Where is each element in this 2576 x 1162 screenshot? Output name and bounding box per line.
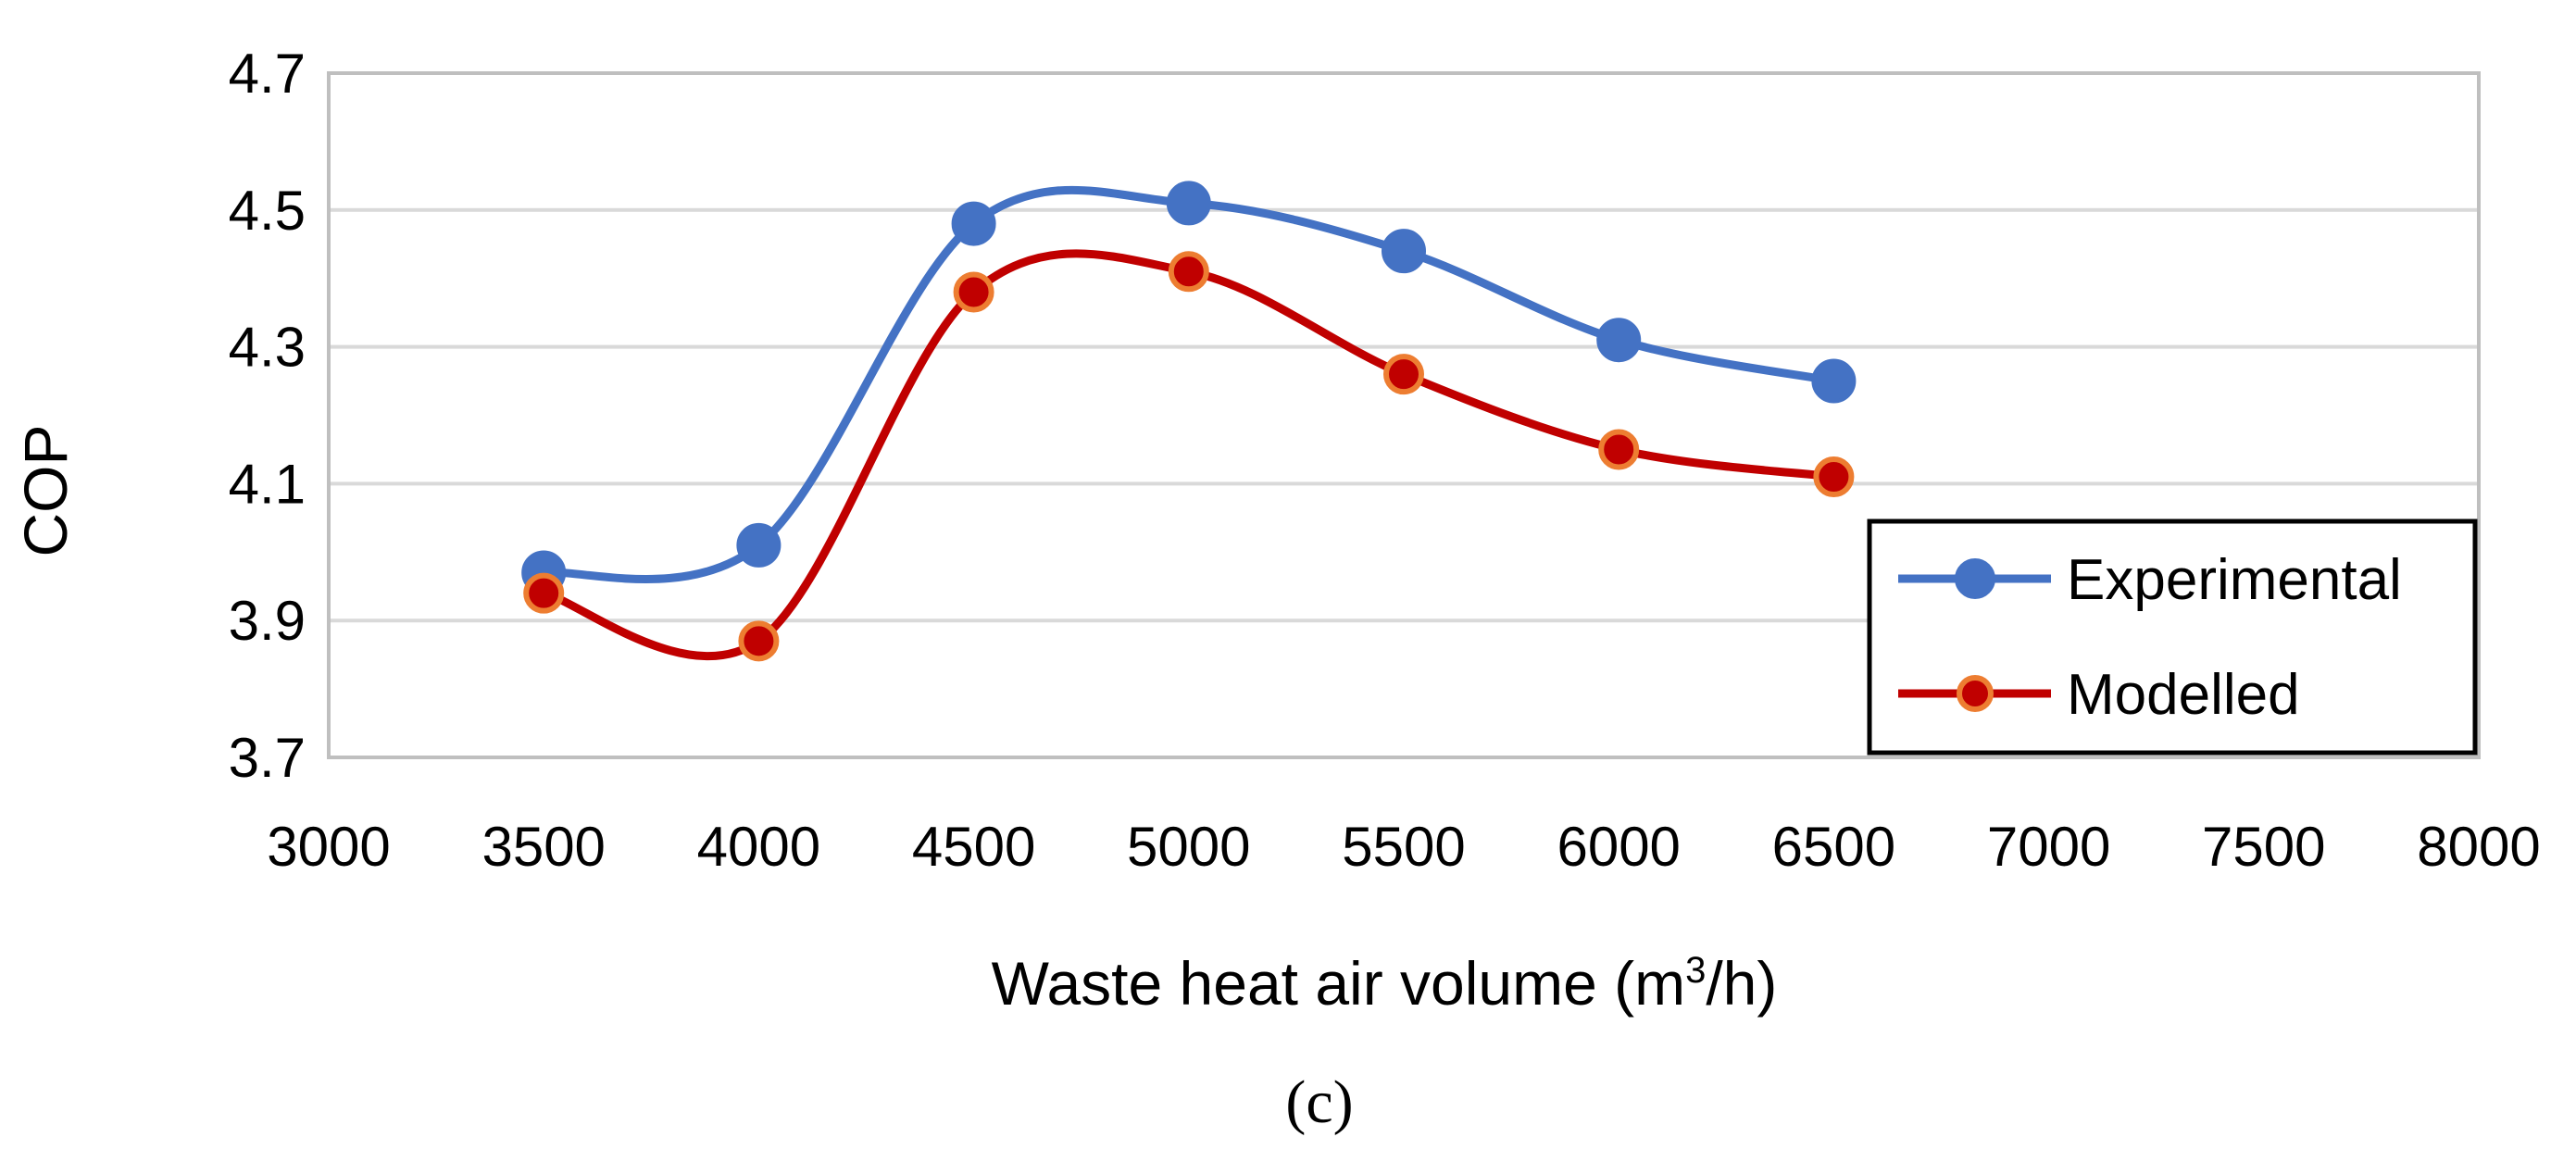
x-tick-labels: 3000 3500 4000 4500 5000 5500 6000 6500 7000 7500… (267, 816, 2540, 878)
y-tick-label: 3.7 (229, 727, 306, 789)
data-point-modelled (1383, 354, 1424, 395)
x-tick-label: 4000 (697, 816, 820, 878)
x-tick-label: 4500 (912, 816, 1035, 878)
x-tick-label: 6000 (1557, 816, 1680, 878)
data-point-experimental (1382, 229, 1426, 274)
plot-frame (327, 71, 2481, 759)
legend-marker-experimental (1955, 558, 1995, 599)
data-point-modelled (953, 271, 994, 313)
data-point-modelled (1813, 456, 1855, 498)
legend-label-modelled: Modelled (2067, 663, 2300, 727)
legend-marker-modelled (1957, 675, 1994, 712)
data-point-modelled (523, 572, 565, 614)
x-tick-label: 8000 (2417, 816, 2540, 878)
data-point-modelled (1598, 429, 1640, 470)
data-point-experimental (1166, 181, 1211, 226)
x-axis-title: Waste heat air volume (m3/h) (992, 949, 1778, 1018)
data-point-experimental (1811, 358, 1857, 404)
x-tick-label: 3000 (267, 816, 390, 878)
y-tick-label: 4.1 (229, 453, 306, 515)
x-axis-title-main: Waste heat air volume (m (992, 949, 1685, 1018)
y-tick-label: 3.9 (229, 590, 306, 652)
x-axis-title-superscript: 3 (1685, 950, 1706, 991)
y-tick-labels: 3.7 3.9 4.1 4.3 4.5 4.7 (229, 43, 306, 789)
x-tick-label: 7500 (2202, 816, 2325, 878)
y-tick-label: 4.3 (229, 317, 306, 379)
data-point-experimental (736, 522, 782, 568)
data-point-modelled (1168, 251, 1209, 293)
y-tick-label: 4.5 (229, 180, 306, 242)
x-tick-label: 5500 (1342, 816, 1465, 878)
x-tick-label: 3500 (481, 816, 605, 878)
data-point-experimental (951, 201, 996, 246)
legend: Experimental Modelled (1867, 519, 2478, 756)
y-tick-label: 4.7 (229, 43, 306, 105)
y-axis-title: COP (11, 424, 80, 556)
x-tick-label: 7000 (1987, 816, 2110, 878)
series (521, 181, 1857, 662)
x-tick-label: 5000 (1127, 816, 1250, 878)
x-tick-label: 6500 (1772, 816, 1895, 878)
data-point-modelled (738, 620, 780, 662)
legend-label-experimental: Experimental (2067, 548, 2402, 612)
x-axis-title-tail: /h) (1706, 949, 1777, 1018)
data-point-experimental (1596, 318, 1642, 363)
panel-label: (c) (1285, 1068, 1353, 1136)
